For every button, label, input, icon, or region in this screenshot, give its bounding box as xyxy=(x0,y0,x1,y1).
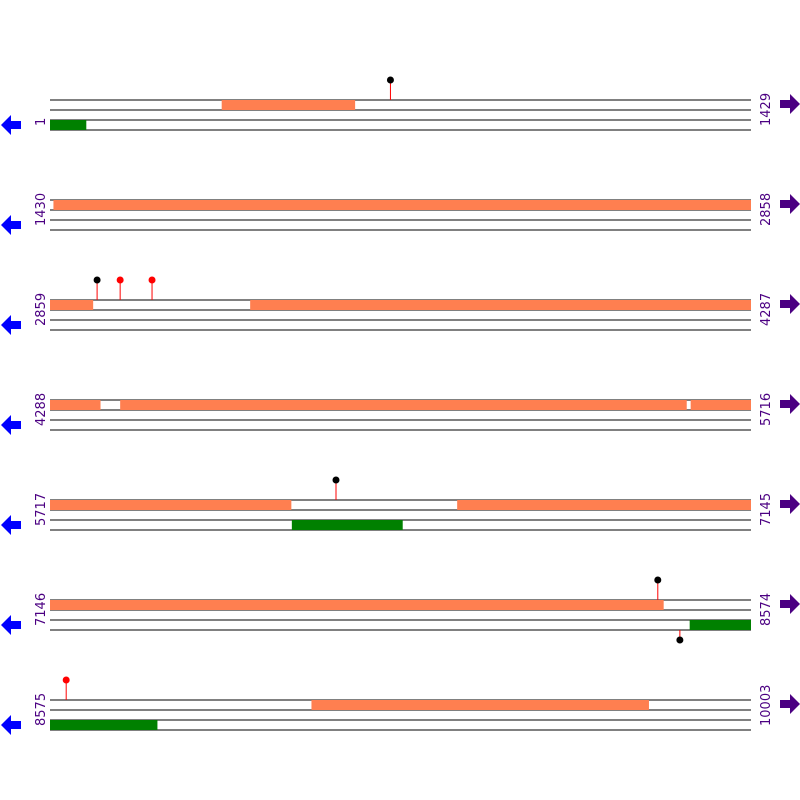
track-row: 1430 2858 xyxy=(1,193,800,235)
arrow-right-icon[interactable] xyxy=(780,394,800,414)
arrow-right-icon[interactable] xyxy=(780,694,800,714)
marker-dot xyxy=(654,576,662,584)
forward-feature xyxy=(690,400,751,410)
end-position-label: 2858 xyxy=(759,193,774,226)
forward-feature xyxy=(250,300,751,310)
end-position-label: 8574 xyxy=(759,593,774,626)
reverse-feature xyxy=(291,520,403,530)
forward-feature xyxy=(50,500,292,510)
arrow-right-icon[interactable] xyxy=(780,194,800,214)
start-position-label: 8575 xyxy=(34,693,49,726)
forward-feature xyxy=(221,100,356,110)
marker-dot xyxy=(93,276,101,284)
end-position-label: 7145 xyxy=(759,493,774,526)
reverse-feature xyxy=(689,620,751,630)
arrow-right-icon[interactable] xyxy=(780,594,800,614)
forward-feature xyxy=(457,500,751,510)
marker-dot xyxy=(386,76,394,84)
arrow-left-icon[interactable] xyxy=(1,115,21,135)
track-row: 5717 7145 xyxy=(1,476,800,535)
start-position-label: 2859 xyxy=(34,293,49,326)
marker-dot xyxy=(148,276,156,284)
marker-dot xyxy=(332,476,340,484)
track-row: 2859 4287 xyxy=(1,276,800,335)
end-position-label: 1429 xyxy=(759,93,774,126)
track-row: 8575 10003 xyxy=(1,676,800,735)
forward-feature xyxy=(53,200,752,210)
forward-feature xyxy=(50,600,664,610)
marker-dot xyxy=(676,636,684,644)
end-position-label: 5716 xyxy=(759,393,774,426)
marker-dot xyxy=(62,676,70,684)
forward-feature xyxy=(50,300,94,310)
start-position-label: 5717 xyxy=(34,493,49,526)
track-row: 7146 8574 xyxy=(1,576,800,644)
arrow-left-icon[interactable] xyxy=(1,615,21,635)
track-row: 1 1429 xyxy=(1,76,800,135)
arrow-right-icon[interactable] xyxy=(780,94,800,114)
reverse-feature xyxy=(50,720,158,730)
arrow-left-icon[interactable] xyxy=(1,415,21,435)
start-position-label: 7146 xyxy=(34,593,49,626)
track-row: 4288 5716 xyxy=(1,393,800,435)
reverse-feature xyxy=(50,120,87,130)
arrow-left-icon[interactable] xyxy=(1,215,21,235)
end-position-label: 10003 xyxy=(759,685,774,726)
start-position-label: 1430 xyxy=(34,193,49,226)
arrow-right-icon[interactable] xyxy=(780,294,800,314)
arrow-right-icon[interactable] xyxy=(780,494,800,514)
end-position-label: 4287 xyxy=(759,293,774,326)
marker-dot xyxy=(116,276,124,284)
forward-feature xyxy=(50,400,101,410)
forward-feature xyxy=(120,400,687,410)
arrow-left-icon[interactable] xyxy=(1,715,21,735)
forward-feature xyxy=(311,700,649,710)
start-position-label: 4288 xyxy=(34,393,49,426)
start-position-label: 1 xyxy=(34,118,49,126)
arrow-left-icon[interactable] xyxy=(1,315,21,335)
arrow-left-icon[interactable] xyxy=(1,515,21,535)
